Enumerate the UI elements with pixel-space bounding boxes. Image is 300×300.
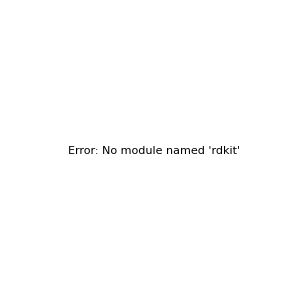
Text: Error: No module named 'rdkit': Error: No module named 'rdkit' bbox=[68, 146, 240, 157]
